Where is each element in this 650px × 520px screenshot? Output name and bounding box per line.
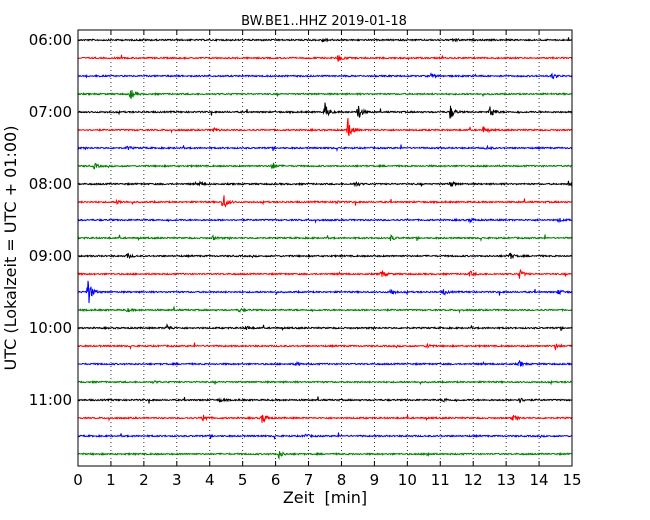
x-axis-ticks: 0 1 2 3 4 5 6 7 8 9 10 11 12 13 14 15: [73, 30, 582, 489]
x-axis-label: Zeit [min]: [283, 488, 367, 507]
x-tick-label-4: 4: [205, 471, 215, 489]
trace-1015: [77, 342, 573, 351]
x-tick-label-1: 1: [106, 471, 116, 489]
x-tick-label-5: 5: [238, 471, 248, 489]
y-tick-label-3: 09:00: [29, 247, 72, 265]
trace-0945: [77, 306, 573, 314]
trace-0845: [77, 234, 573, 243]
y-tick-label-4: 10:00: [29, 319, 72, 337]
x-tick-label-0: 0: [73, 471, 83, 489]
x-tick-label-2: 2: [139, 471, 149, 489]
y-tick-label-0: 06:00: [29, 31, 72, 49]
y-axis-label: UTC (Lokalzeit = UTC + 01:00): [1, 126, 20, 371]
x-tick-label-14: 14: [530, 471, 549, 489]
x-tick-label-9: 9: [370, 471, 380, 489]
y-axis-ticks: 06:00 07:00 08:00 09:00 10:00 11:00: [29, 31, 572, 409]
x-tick-label-15: 15: [562, 471, 581, 489]
trace-1000: [77, 323, 573, 332]
y-tick-label-1: 07:00: [29, 103, 72, 121]
x-tick-label-6: 6: [271, 471, 281, 489]
trace-0645: [77, 89, 573, 100]
grid-lines: [110, 30, 540, 466]
trace-1145: [77, 450, 573, 460]
x-tick-label-10: 10: [398, 471, 417, 489]
plot-frame: [77, 29, 573, 467]
trace-0930: [77, 280, 573, 304]
x-tick-label-3: 3: [172, 471, 182, 489]
chart-title: BW.BE1..HHZ 2019-01-18: [241, 14, 407, 29]
trace-1030: [77, 359, 573, 368]
x-tick-label-7: 7: [304, 471, 314, 489]
x-tick-label-12: 12: [464, 471, 483, 489]
trace-0700: [77, 102, 573, 119]
trace-1130: [77, 432, 573, 441]
trace-1100: [77, 396, 573, 404]
seismogram-traces: [77, 37, 573, 460]
trace-0915: [77, 268, 573, 279]
trace-0715: [77, 117, 573, 136]
y-tick-label-2: 08:00: [29, 175, 72, 193]
trace-0900: [77, 252, 573, 260]
trace-0800: [77, 180, 573, 188]
trace-1045: [77, 379, 573, 386]
y-tick-label-5: 11:00: [29, 391, 72, 409]
trace-0615: [77, 54, 573, 62]
x-tick-label-11: 11: [431, 471, 450, 489]
trace-0815: [77, 195, 573, 208]
trace-0730: [77, 144, 573, 153]
trace-0745: [77, 162, 573, 170]
x-tick-label-13: 13: [497, 471, 516, 489]
trace-0630: [77, 72, 573, 80]
trace-0830: [77, 217, 573, 224]
trace-0600: [77, 37, 573, 43]
x-tick-label-8: 8: [337, 471, 347, 489]
trace-1115: [77, 414, 573, 423]
